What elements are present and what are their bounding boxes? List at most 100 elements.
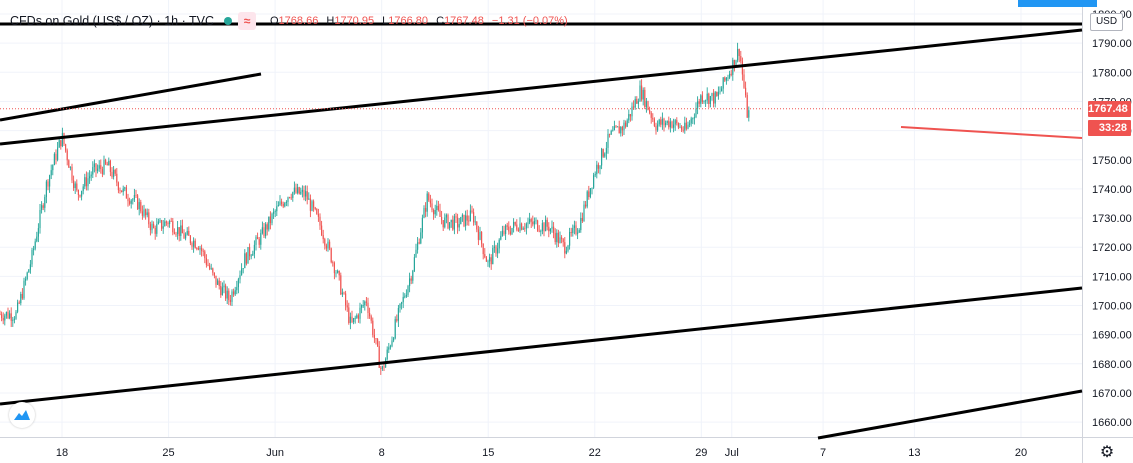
candle-body bbox=[554, 233, 556, 243]
candle-body bbox=[469, 210, 471, 222]
low-value: 1766.80 bbox=[388, 15, 429, 27]
candle-body bbox=[149, 224, 151, 231]
candle-body bbox=[0, 314, 1, 316]
candle-body bbox=[290, 197, 292, 199]
candle-body bbox=[601, 148, 603, 166]
tradingview-logo[interactable] bbox=[9, 402, 35, 428]
candle-body bbox=[522, 228, 524, 230]
candle-body bbox=[569, 232, 571, 246]
candle-body bbox=[2, 317, 4, 321]
candle-body bbox=[594, 174, 596, 176]
candle-body bbox=[397, 308, 399, 321]
candle-body bbox=[170, 220, 172, 222]
candle-body bbox=[79, 194, 81, 197]
candle-body bbox=[250, 255, 252, 257]
candle-body bbox=[218, 280, 220, 286]
candle-body bbox=[234, 290, 236, 295]
candle-body bbox=[41, 205, 43, 210]
candle-body bbox=[95, 163, 97, 171]
candle-body bbox=[591, 187, 593, 189]
x-tick-label: 8 bbox=[379, 447, 385, 459]
candle-body bbox=[695, 108, 697, 118]
candle-body bbox=[124, 187, 126, 189]
candle-body bbox=[501, 230, 503, 236]
candle-body bbox=[9, 313, 11, 319]
candle-body bbox=[713, 93, 715, 104]
y-tick-label: 1710.00 bbox=[1092, 271, 1132, 283]
candle-body bbox=[565, 250, 567, 254]
candle-body bbox=[223, 285, 225, 288]
symbol-title[interactable]: CFDs on Gold (US$ / OZ) · 1h · TVC bbox=[10, 14, 214, 28]
candle-body bbox=[221, 287, 223, 296]
candle-body bbox=[161, 220, 163, 229]
candle-body bbox=[281, 201, 283, 204]
candle-body bbox=[282, 203, 284, 207]
candle-body bbox=[722, 77, 724, 89]
candle-body bbox=[52, 165, 54, 171]
candle-body bbox=[381, 366, 383, 369]
candle-body bbox=[343, 292, 345, 294]
candle-body bbox=[273, 211, 275, 214]
candle-body bbox=[463, 214, 465, 227]
candle-body bbox=[642, 89, 644, 100]
candle-body bbox=[362, 305, 364, 306]
candle-body bbox=[511, 227, 513, 234]
candle-body bbox=[61, 133, 63, 147]
candle-body bbox=[476, 221, 478, 230]
x-tick-label: 13 bbox=[908, 447, 920, 459]
candle-body bbox=[263, 227, 265, 237]
candle-body bbox=[725, 77, 727, 81]
trendline-drawings bbox=[0, 22, 1083, 440]
x-tick-label: Jun bbox=[266, 447, 284, 459]
candle-body bbox=[37, 228, 39, 237]
candle-body bbox=[300, 191, 302, 194]
candle-body bbox=[698, 101, 700, 104]
currency-label[interactable]: USD bbox=[1090, 13, 1123, 31]
candle-body bbox=[154, 227, 156, 234]
y-tick-label: 1680.00 bbox=[1092, 359, 1132, 371]
candle-body bbox=[188, 230, 190, 236]
candle-body bbox=[205, 258, 207, 265]
candle-body bbox=[66, 150, 68, 161]
y-tick-label: 1700.00 bbox=[1092, 301, 1132, 313]
candle-body bbox=[628, 114, 630, 121]
candle-body bbox=[636, 98, 638, 104]
candle-body bbox=[429, 200, 431, 204]
ohlc-values: O1768.66 H1770.95 L1766.80 C1767.48 −1.3… bbox=[270, 15, 568, 27]
wave-indicator-icon[interactable]: ≈ bbox=[237, 12, 256, 30]
open-label: O bbox=[269, 15, 279, 27]
candle-body bbox=[42, 205, 44, 208]
candle-body bbox=[183, 233, 185, 239]
candle-body bbox=[487, 261, 489, 263]
candle-body bbox=[637, 101, 639, 104]
candle-body bbox=[345, 293, 347, 306]
candle-body bbox=[85, 177, 87, 187]
candle-body bbox=[122, 188, 124, 193]
candle-body bbox=[468, 220, 470, 222]
candle-body bbox=[1, 314, 3, 318]
candle-body bbox=[132, 199, 134, 201]
candle-body bbox=[396, 319, 398, 321]
candle-body bbox=[13, 318, 15, 320]
candle-body bbox=[421, 217, 423, 233]
candle-body bbox=[538, 230, 540, 232]
candle-body bbox=[559, 237, 561, 243]
candle-body bbox=[572, 228, 574, 234]
candle-body bbox=[689, 123, 691, 125]
gear-icon[interactable]: ⚙ bbox=[1099, 444, 1115, 461]
candle-body bbox=[175, 233, 177, 235]
candle-body bbox=[87, 178, 89, 187]
candle-body bbox=[553, 226, 555, 234]
candle-body bbox=[393, 338, 395, 341]
y-tick-label: 1660.00 bbox=[1092, 417, 1132, 429]
candle-body bbox=[297, 187, 299, 193]
candle-body bbox=[442, 220, 444, 228]
candle-body bbox=[724, 77, 726, 81]
candle-body bbox=[377, 339, 379, 347]
candle-body bbox=[90, 174, 92, 177]
candle-body bbox=[69, 166, 71, 168]
candle-body bbox=[252, 253, 254, 256]
candle-body bbox=[620, 126, 622, 134]
candle-body bbox=[313, 201, 315, 208]
